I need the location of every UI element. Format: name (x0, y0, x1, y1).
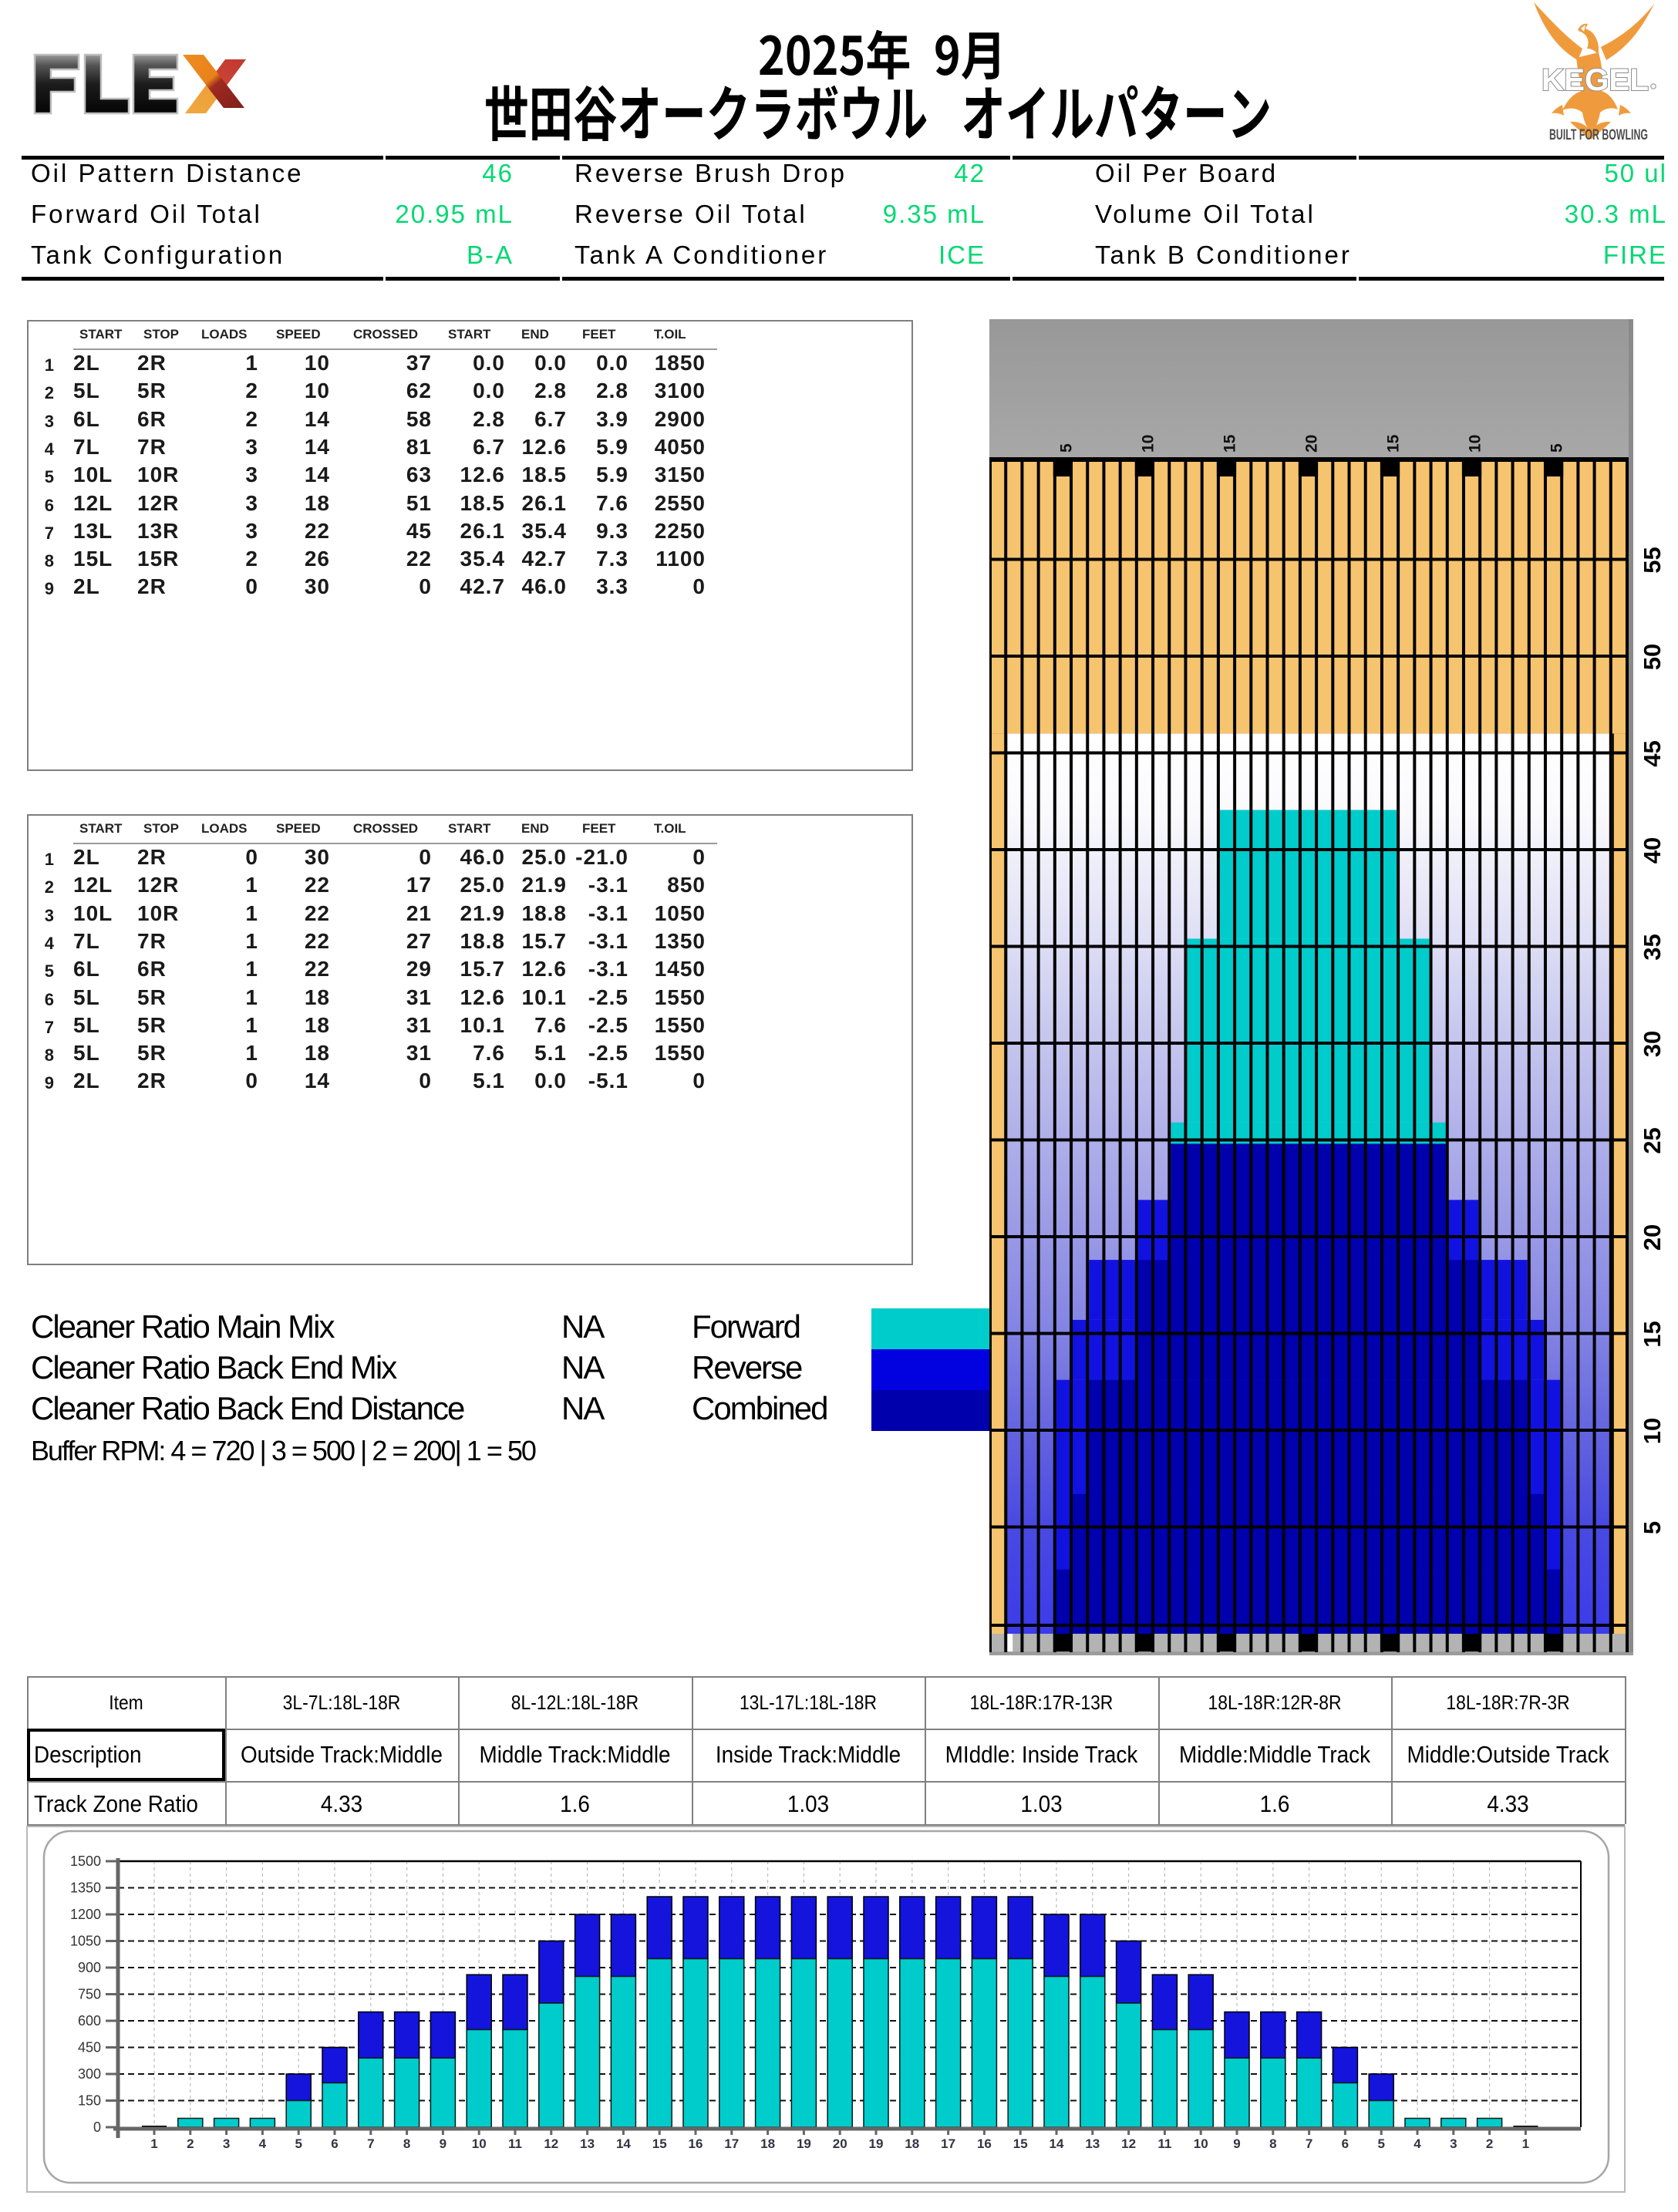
svg-text:750: 750 (78, 1987, 101, 2002)
svg-text:5: 5 (1639, 1521, 1666, 1534)
svg-text:12: 12 (1121, 2136, 1136, 2151)
svg-text:7: 7 (367, 2136, 374, 2151)
svg-text:16: 16 (689, 2136, 703, 2151)
svg-text:900: 900 (78, 1960, 101, 1975)
svg-text:1: 1 (150, 2136, 157, 2151)
svg-text:25: 25 (1639, 1127, 1666, 1153)
svg-text:9: 9 (1233, 2136, 1240, 2151)
svg-text:1500: 1500 (70, 1853, 101, 1869)
svg-text:7: 7 (1306, 2136, 1312, 2151)
svg-text:14: 14 (616, 2136, 631, 2151)
svg-text:2: 2 (187, 2136, 194, 2151)
svg-text:6: 6 (1342, 2136, 1349, 2151)
svg-text:16: 16 (977, 2136, 992, 2151)
svg-text:19: 19 (797, 2136, 811, 2151)
svg-text:1350: 1350 (70, 1880, 101, 1896)
svg-text:14: 14 (1050, 2136, 1064, 2151)
svg-text:15: 15 (1385, 434, 1403, 453)
svg-text:17: 17 (724, 2136, 739, 2151)
svg-text:5: 5 (1377, 2136, 1384, 2151)
svg-text:50: 50 (1639, 644, 1666, 670)
svg-text:19: 19 (869, 2136, 884, 2151)
svg-text:150: 150 (78, 2093, 101, 2109)
svg-text:15: 15 (1639, 1321, 1666, 1347)
svg-text:5: 5 (295, 2136, 302, 2151)
svg-text:11: 11 (508, 2136, 522, 2151)
svg-text:BUILT FOR BOWLING: BUILT FOR BOWLING (1549, 127, 1648, 143)
svg-text:15: 15 (1013, 2136, 1028, 2151)
svg-text:10: 10 (472, 2136, 487, 2151)
svg-text:40: 40 (1639, 837, 1666, 864)
svg-text:15: 15 (1221, 434, 1239, 453)
svg-text:1200: 1200 (70, 1907, 101, 1922)
svg-text:2: 2 (1486, 2136, 1493, 2151)
svg-text:6: 6 (331, 2136, 338, 2151)
svg-text:10: 10 (1639, 1418, 1666, 1444)
svg-text:4: 4 (259, 2136, 267, 2151)
svg-text:35: 35 (1639, 934, 1666, 960)
svg-text:12: 12 (544, 2136, 558, 2151)
svg-text:450: 450 (78, 2040, 101, 2055)
svg-text:8: 8 (1269, 2136, 1276, 2151)
svg-text:20: 20 (1303, 435, 1321, 453)
svg-text:0: 0 (93, 2119, 101, 2135)
svg-text:30: 30 (1639, 1031, 1666, 1057)
svg-text:55: 55 (1639, 547, 1666, 573)
svg-text:5: 5 (1548, 443, 1566, 453)
svg-text:KEGEL: KEGEL (1542, 63, 1649, 97)
svg-text:45: 45 (1639, 740, 1666, 766)
svg-text:15: 15 (652, 2136, 667, 2151)
svg-text:3: 3 (1450, 2136, 1457, 2151)
svg-text:11: 11 (1157, 2136, 1171, 2151)
svg-text:1050: 1050 (70, 1934, 101, 1949)
svg-text:5: 5 (1057, 443, 1075, 453)
svg-text:10: 10 (1467, 435, 1484, 453)
svg-text:600: 600 (78, 2013, 101, 2029)
svg-text:10: 10 (1194, 2136, 1208, 2151)
svg-text:13: 13 (580, 2136, 595, 2151)
svg-text:4: 4 (1413, 2136, 1421, 2151)
svg-text:20: 20 (833, 2136, 847, 2151)
svg-text:3: 3 (223, 2136, 230, 2151)
svg-text:13: 13 (1085, 2136, 1100, 2151)
svg-text:300: 300 (78, 2066, 101, 2082)
svg-text:20: 20 (1639, 1224, 1666, 1251)
svg-text:10: 10 (1139, 435, 1157, 453)
svg-text:9: 9 (440, 2136, 446, 2151)
svg-text:17: 17 (941, 2136, 955, 2151)
svg-text:18: 18 (760, 2136, 775, 2151)
svg-text:18: 18 (905, 2136, 919, 2151)
svg-text:1: 1 (1522, 2136, 1529, 2151)
svg-text:8: 8 (403, 2136, 410, 2151)
